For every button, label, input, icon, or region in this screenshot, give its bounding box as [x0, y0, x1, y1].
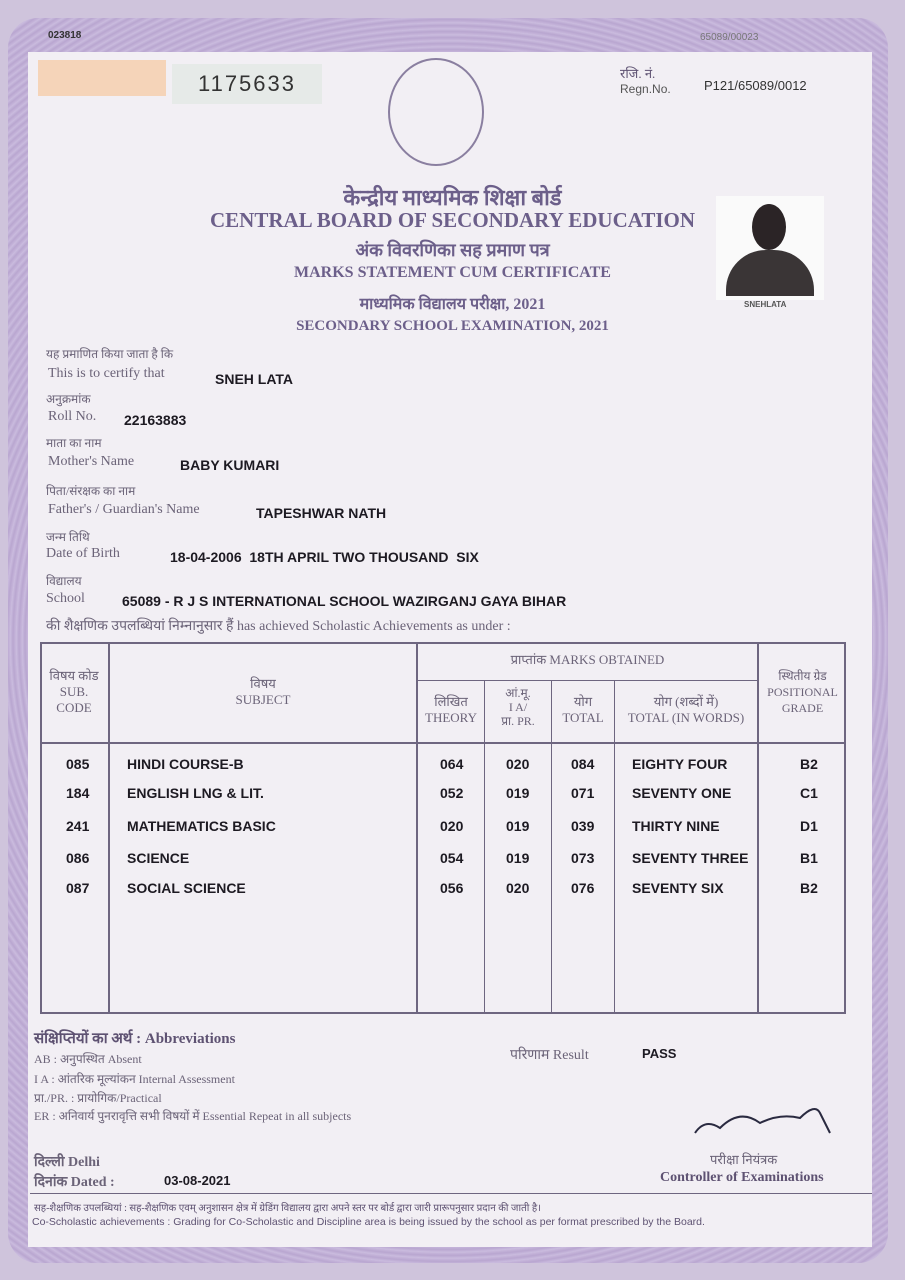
field-label-hi: विद्यालय: [46, 574, 82, 588]
cell-words: THIRTY NINE: [632, 818, 720, 834]
serial-left: 023818: [48, 30, 82, 41]
cell-theory: 054: [440, 850, 464, 866]
header-total-words: योग (शब्दों में) TOTAL (IN WORDS): [627, 694, 745, 725]
cell-theory: 056: [440, 880, 464, 896]
cell-code: 241: [66, 818, 90, 834]
cell-code: 087: [66, 880, 90, 896]
cell-subject: MATHEMATICS BASIC: [127, 818, 276, 834]
cell-subject: SCIENCE: [127, 850, 190, 866]
cell-grade: B2: [800, 756, 818, 772]
abbreviations-title-hi: संक्षिप्तियों का अर्थ :: [34, 1031, 142, 1047]
field-label: This is to certify that: [48, 366, 165, 381]
cell-total: 039: [571, 818, 595, 834]
cell-theory: 020: [440, 818, 464, 834]
student-name: SNEH LATA: [215, 371, 294, 387]
field-label: Date of Birth: [46, 546, 120, 561]
abbreviations-title-en: Abbreviations: [144, 1031, 236, 1047]
cell-subject: SOCIAL SCIENCE: [127, 880, 246, 896]
result-label: परिणाम Result: [510, 1048, 589, 1063]
student-photo: [716, 196, 824, 300]
cell-ia: 020: [506, 880, 530, 896]
title: CENTRAL BOARD OF SECONDARY EDUCATION: [209, 208, 696, 232]
header-marks-obtained: प्राप्तांक MARKS OBTAINED: [510, 652, 665, 667]
cell-ia: 020: [506, 756, 530, 772]
abbreviation-item: I A : आंतरिक मूल्यांकन Internal Assessme…: [34, 1072, 235, 1086]
cell-total: 073: [571, 850, 595, 866]
achievement-line: की शैक्षणिक उपलब्धियां निम्नानुसार हैं h…: [46, 619, 511, 634]
abbreviation-item: ER : अनिवार्य पुनरावृत्ति सभी विषयों में…: [34, 1109, 352, 1123]
cell-ia: 019: [506, 818, 530, 834]
roll-number: 22163883: [124, 412, 187, 428]
field-label-hi: अनुक्रमांक: [46, 392, 91, 406]
place: दिल्ली Delhi: [34, 1155, 100, 1170]
photo-caption: SNEHLATA: [744, 300, 787, 309]
regn-label-hi: रजि. नं.: [620, 66, 656, 81]
field-label-hi: माता का नाम: [46, 436, 102, 450]
controller-hindi: परीक्षा नियंत्रक: [710, 1152, 778, 1167]
controller-title: Controller of Examinations: [660, 1170, 824, 1185]
header-total: योग TOTAL: [562, 694, 604, 725]
field-label: Father's / Guardian's Name: [48, 502, 200, 517]
cell-code: 085: [66, 756, 90, 772]
field-label-hi: यह प्रमाणित किया जाता है कि: [46, 347, 174, 361]
header-subject: विषय SUBJECT: [235, 676, 291, 707]
orange-stamp: [38, 60, 166, 96]
title-hindi: केन्द्रीय माध्यमिक शिक्षा बोर्ड: [343, 185, 562, 210]
header-ia: आं.मू. I A/प्रा. PR.: [501, 686, 535, 728]
cell-total: 071: [571, 785, 595, 801]
cell-ia: 019: [506, 785, 530, 801]
regn-label: Regn.No.: [620, 82, 671, 96]
mother-name: BABY KUMARI: [180, 457, 280, 473]
header-grade: स्थितीय ग्रेड POSITIONAL GRADE: [767, 669, 838, 715]
abbreviation-item: AB : अनुपस्थित Absent: [34, 1052, 142, 1066]
field-label: School: [46, 591, 85, 606]
cell-words: SEVENTY THREE: [632, 850, 749, 866]
cell-theory: 064: [440, 756, 464, 772]
regn-number: P121/65089/0012: [704, 78, 807, 93]
signature: [694, 1108, 831, 1134]
result-value: PASS: [642, 1046, 677, 1061]
footer-hindi: सह-शैक्षणिक उपलब्धियां : सह-शैक्षणिक एवम…: [34, 1203, 541, 1214]
abbreviations-title: संक्षिप्तियों का अर्थ : Abbreviations: [34, 1028, 235, 1048]
cell-grade: D1: [800, 818, 818, 834]
date-label: दिनांक Dated :: [34, 1175, 115, 1190]
cell-grade: B1: [800, 850, 818, 866]
cell-grade: B2: [800, 880, 818, 896]
field-label: Roll No.: [48, 409, 97, 424]
header-theory: लिखित THEORY: [425, 694, 477, 725]
field-label-hi: जन्म तिथि: [46, 530, 90, 544]
header-code: विषय कोड SUB. CODE: [49, 668, 99, 715]
exam-title: SECONDARY SCHOOL EXAMINATION, 2021: [296, 318, 609, 334]
cell-ia: 019: [506, 850, 530, 866]
field-label-hi: पिता/संरक्षक का नाम: [46, 484, 136, 498]
cbse-emblem: [388, 58, 484, 166]
date-of-birth: 18-04-2006 18TH APRIL TWO THOUSAND SIX: [170, 549, 479, 565]
cell-code: 086: [66, 850, 90, 866]
cell-subject: HINDI COURSE-B: [127, 756, 244, 772]
cell-subject: ENGLISH LNG & LIT.: [127, 785, 264, 801]
subtitle: MARKS STATEMENT CUM CERTIFICATE: [294, 264, 611, 281]
school-name: 65089 - R J S INTERNATIONAL SCHOOL WAZIR…: [122, 593, 567, 609]
abbreviation-item: प्रा./PR. : प्रायोगिक/Practical: [34, 1091, 162, 1105]
cell-theory: 052: [440, 785, 464, 801]
footer-note: Co-Scholastic achievements : Grading for…: [32, 1216, 705, 1228]
cell-words: SEVENTY SIX: [632, 880, 724, 896]
cell-words: EIGHTY FOUR: [632, 756, 728, 772]
cell-grade: C1: [800, 785, 818, 801]
certificate-number: 1175633: [172, 64, 322, 104]
subtitle-hindi: अंक विवरणिका सह प्रमाण पत्र: [355, 240, 550, 260]
field-label: Mother's Name: [48, 454, 135, 469]
cell-total: 076: [571, 880, 595, 896]
serial-right: 65089/00023: [700, 32, 759, 43]
cell-total: 084: [571, 756, 595, 772]
cell-words: SEVENTY ONE: [632, 785, 732, 801]
father-name: TAPESHWAR NATH: [256, 505, 387, 521]
exam-hindi: माध्यमिक विद्यालय परीक्षा, 2021: [359, 296, 546, 313]
cell-code: 184: [66, 785, 90, 801]
date-value: 03-08-2021: [164, 1173, 231, 1188]
